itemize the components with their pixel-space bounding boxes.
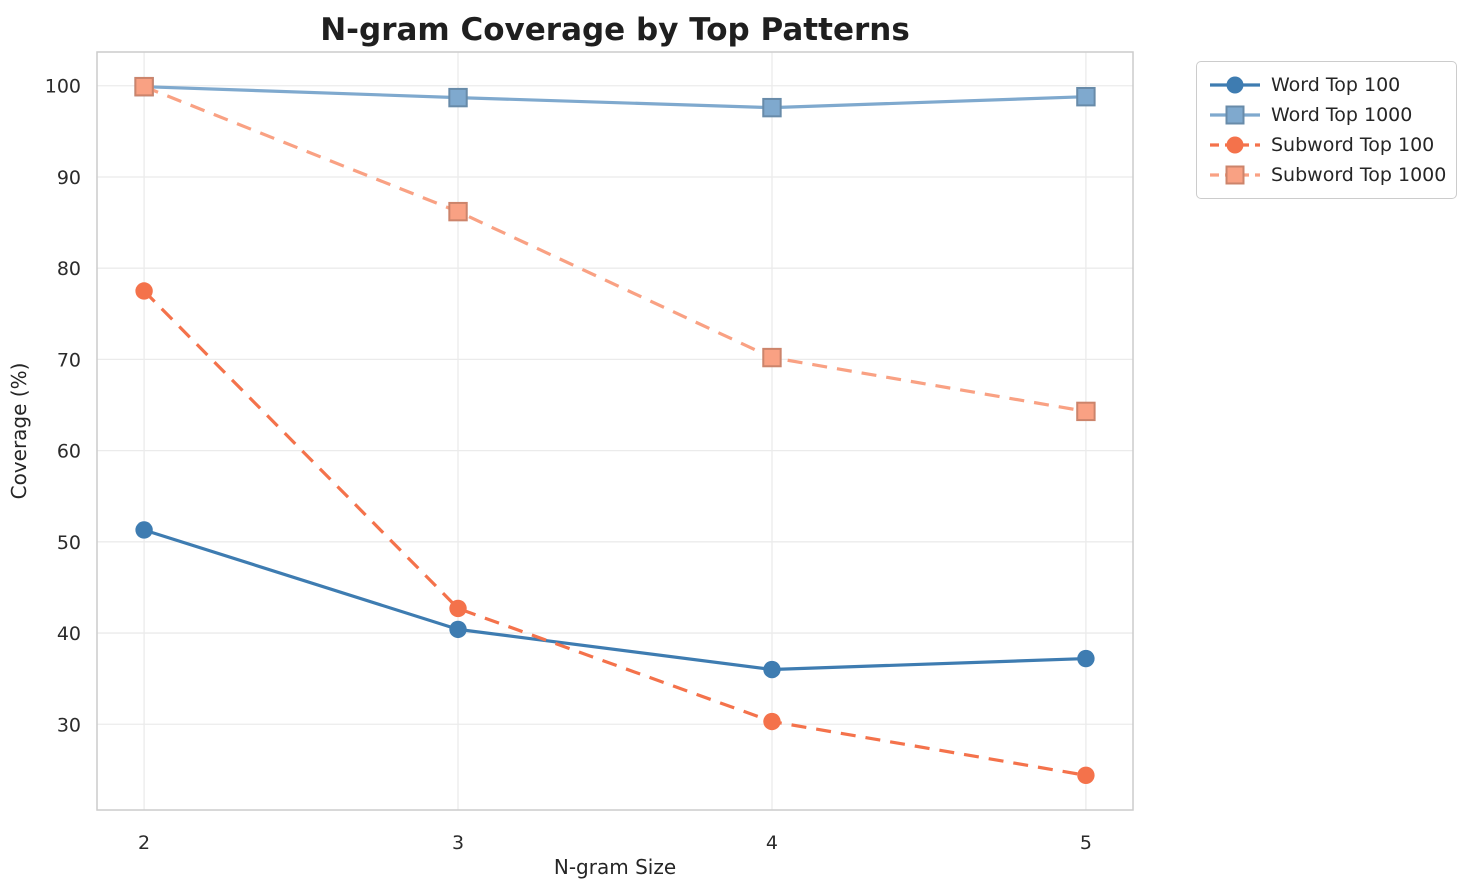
- marker-word-top-100-x2: [135, 521, 153, 539]
- y-tick-label-30: 30: [57, 714, 81, 736]
- legend-marker-subword-top-100: [1226, 136, 1244, 154]
- legend-swatch-word-top-1000: [1210, 105, 1260, 125]
- legend-swatch-subword-top-1000: [1210, 165, 1260, 185]
- marker-word-top-100-x5: [1077, 649, 1095, 668]
- marker-subword-top-1000-x5: [1076, 401, 1096, 422]
- marker-subword-top-100-x5: [1077, 766, 1095, 785]
- x-tick-label-5: 5: [1080, 832, 1092, 854]
- y-tick-label-70: 70: [57, 349, 81, 371]
- marker-word-top-1000-x5: [1076, 86, 1096, 107]
- tick-layer: 30 40 50 60 70 80 90 100 2 3 4 5: [45, 76, 1092, 854]
- legend-item-label: Subword Top 100: [1271, 134, 1435, 156]
- plot-border: [96, 51, 1134, 811]
- legend-item-label: Subword Top 1000: [1271, 164, 1447, 186]
- marker-subword-top-1000-x4: [762, 347, 782, 368]
- series-layer: [134, 76, 1096, 785]
- series-line-word-top-1000: [144, 85, 1086, 110]
- legend-item-label: Word Top 100: [1271, 74, 1401, 96]
- series-line-subword-top-100: [142, 289, 1087, 777]
- y-tick-label-60: 60: [57, 441, 81, 463]
- legend: Word Top 100 Word Top 1000 Subword Top 100…: [1196, 61, 1457, 199]
- y-tick-label-90: 90: [57, 167, 81, 189]
- marker-word-top-1000-x3: [448, 87, 468, 108]
- y-tick-label-50: 50: [57, 532, 81, 554]
- legend-item-subword-top-100: Subword Top 100: [1209, 131, 1446, 159]
- marker-subword-top-1000-x3: [448, 201, 468, 222]
- marker-word-top-1000-x4: [762, 97, 782, 118]
- y-axis-label: Coverage (%): [7, 363, 31, 500]
- legend-item-word-top-100: Word Top 100: [1209, 71, 1446, 99]
- marker-subword-top-100-x3: [449, 599, 467, 618]
- series-line-word-top-100: [143, 528, 1086, 672]
- legend-swatch-subword-top-100: [1210, 136, 1260, 154]
- series-line-subword-top-1000: [143, 85, 1087, 413]
- x-tick-label-3: 3: [452, 832, 464, 854]
- marker-subword-top-1000-x2: [134, 76, 154, 97]
- grid-layer: [97, 52, 1133, 810]
- legend-marker-word-top-1000: [1225, 105, 1245, 125]
- legend-marker-subword-top-1000: [1225, 165, 1245, 185]
- y-tick-label-100: 100: [45, 76, 81, 98]
- marker-word-top-100-x3: [449, 620, 467, 639]
- marker-subword-top-100-x4: [763, 712, 781, 731]
- legend-swatch-word-top-100: [1210, 76, 1260, 94]
- x-tick-label-2: 2: [138, 832, 150, 854]
- y-tick-label-40: 40: [57, 623, 81, 645]
- legend-marker-word-top-100: [1226, 76, 1244, 94]
- legend-item-subword-top-1000: Subword Top 1000: [1209, 161, 1446, 189]
- chart-title: N-gram Coverage by Top Patterns: [320, 12, 910, 48]
- legend-item-word-top-1000: Word Top 1000: [1209, 101, 1446, 129]
- legend-item-label: Word Top 1000: [1271, 104, 1413, 126]
- x-axis-label: N-gram Size: [554, 855, 676, 879]
- marker-word-top-100-x4: [763, 660, 781, 679]
- x-tick-label-4: 4: [766, 832, 778, 854]
- y-tick-label-80: 80: [57, 258, 81, 280]
- marker-subword-top-100-x2: [135, 282, 153, 300]
